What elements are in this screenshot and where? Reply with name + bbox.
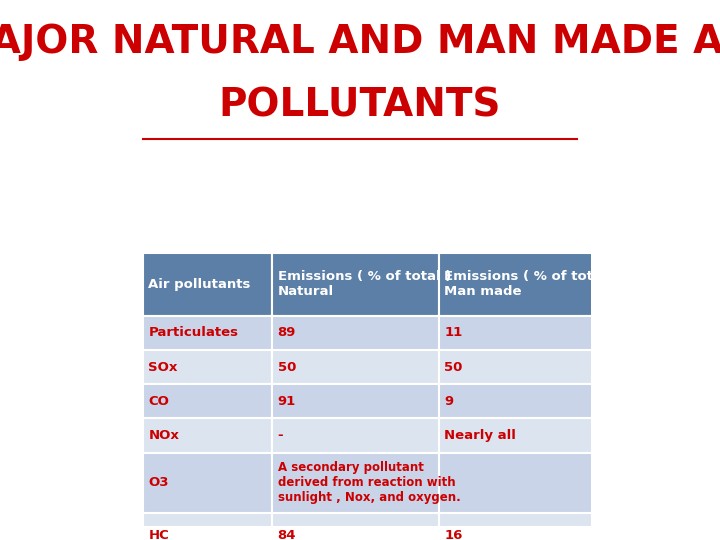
Text: 50: 50 [444,361,462,374]
FancyBboxPatch shape [143,384,272,418]
FancyBboxPatch shape [143,316,272,350]
Text: NOx: NOx [148,429,179,442]
FancyBboxPatch shape [438,316,605,350]
FancyBboxPatch shape [438,384,605,418]
Text: Air pollutants: Air pollutants [148,278,251,291]
Text: CO: CO [148,395,169,408]
FancyBboxPatch shape [438,453,605,513]
FancyBboxPatch shape [272,453,438,513]
FancyBboxPatch shape [272,513,438,540]
Text: -: - [278,429,284,442]
Text: Emissions ( % of total )
Natural: Emissions ( % of total ) Natural [278,270,451,298]
Text: HC: HC [148,529,169,540]
FancyBboxPatch shape [143,453,272,513]
Text: SOx: SOx [148,361,178,374]
Text: A secondary pollutant
derived from reaction with
sunlight , Nox, and oxygen.: A secondary pollutant derived from react… [278,461,461,504]
FancyBboxPatch shape [143,513,272,540]
Text: 16: 16 [444,529,462,540]
FancyBboxPatch shape [438,418,605,453]
Text: Nearly all: Nearly all [444,429,516,442]
FancyBboxPatch shape [438,253,605,316]
FancyBboxPatch shape [272,253,438,316]
FancyBboxPatch shape [143,418,272,453]
FancyBboxPatch shape [143,350,272,384]
FancyBboxPatch shape [272,418,438,453]
Text: 91: 91 [278,395,296,408]
Text: Particulates: Particulates [148,326,238,339]
Text: MAJOR NATURAL AND MAN MADE AIR: MAJOR NATURAL AND MAN MADE AIR [0,23,720,61]
Text: O3: O3 [148,476,168,489]
FancyBboxPatch shape [438,513,605,540]
Text: 9: 9 [444,395,454,408]
Text: Emissions ( % of total )
Man made: Emissions ( % of total ) Man made [444,270,618,298]
FancyBboxPatch shape [272,384,438,418]
FancyBboxPatch shape [438,350,605,384]
Text: 84: 84 [278,529,296,540]
FancyBboxPatch shape [272,350,438,384]
FancyBboxPatch shape [143,253,272,316]
Text: 89: 89 [278,326,296,339]
Text: POLLUTANTS: POLLUTANTS [219,86,501,124]
Text: 50: 50 [278,361,296,374]
FancyBboxPatch shape [272,316,438,350]
Text: 11: 11 [444,326,462,339]
